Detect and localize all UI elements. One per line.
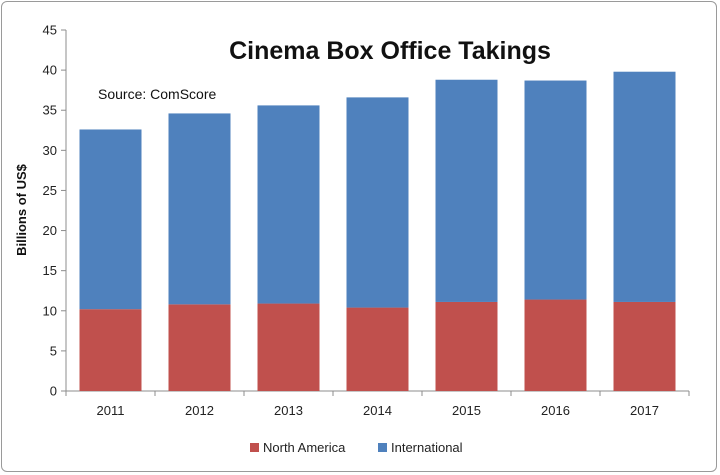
x-tick-label: 2017 — [630, 403, 659, 418]
bar-north-america-2016 — [524, 299, 587, 391]
legend-swatch-north-america — [250, 443, 259, 452]
bar-international-2014 — [346, 97, 409, 308]
x-tick-label: 2013 — [274, 403, 303, 418]
x-tick-label: 2012 — [185, 403, 214, 418]
bar-international-2011 — [79, 129, 142, 310]
bar-north-america-2014 — [346, 307, 409, 391]
bar-international-2013 — [257, 105, 320, 304]
y-tick-label: 0 — [50, 384, 57, 399]
y-tick-label: 45 — [43, 23, 57, 38]
x-tick-label: 2011 — [97, 403, 125, 418]
bar-north-america-2012 — [168, 304, 231, 391]
bar-north-america-2017 — [613, 301, 676, 391]
legend-label-north-america: North America — [263, 440, 346, 455]
x-tick-label: 2015 — [452, 403, 481, 418]
y-tick-label: 5 — [50, 343, 57, 358]
y-tick-label: 40 — [43, 63, 57, 78]
y-tick-label: 15 — [43, 263, 57, 278]
legend-swatch-international — [378, 443, 387, 452]
x-tick-label: 2014 — [363, 403, 392, 418]
y-tick-label: 25 — [43, 183, 57, 198]
y-tick-label: 30 — [43, 143, 57, 158]
bar-international-2016 — [524, 80, 587, 300]
bar-north-america-2015 — [435, 301, 498, 391]
y-tick-label: 20 — [43, 223, 57, 238]
bar-international-2017 — [613, 71, 676, 302]
bar-north-america-2011 — [79, 309, 142, 391]
bar-international-2015 — [435, 79, 498, 302]
plot-area: 0 5 10 15 20 25 30 35 40 45 2011 2012 2013 2014 2015 20… — [43, 23, 690, 418]
x-tick-label: 2016 — [541, 403, 570, 418]
legend: North America International — [250, 440, 463, 455]
y-tick-label: 35 — [43, 103, 57, 118]
source-annotation: Source: ComScore — [98, 86, 216, 102]
bar-north-america-2013 — [257, 303, 320, 391]
y-axis-label: Billions of US$ — [14, 163, 29, 256]
chart-title: Cinema Box Office Takings — [229, 37, 551, 65]
legend-label-international: International — [391, 440, 463, 455]
bar-international-2012 — [168, 113, 231, 305]
y-tick-label: 10 — [43, 303, 57, 318]
